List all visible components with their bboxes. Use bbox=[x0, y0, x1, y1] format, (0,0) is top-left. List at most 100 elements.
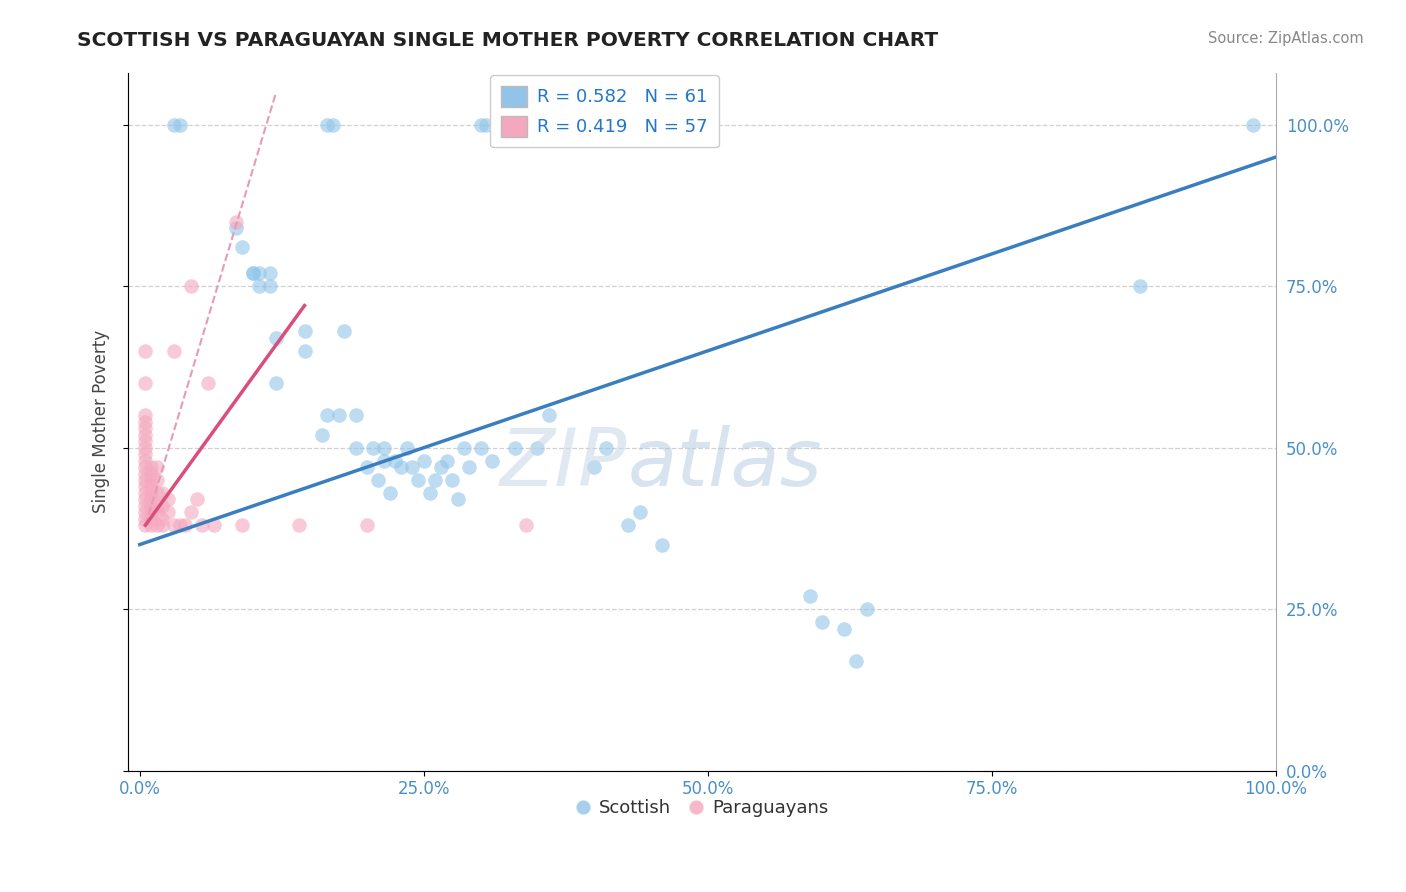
Point bbox=[157, 492, 180, 507]
Point bbox=[242, 266, 264, 280]
Point bbox=[174, 518, 197, 533]
Point bbox=[344, 441, 367, 455]
Point bbox=[139, 505, 162, 519]
Point bbox=[389, 460, 412, 475]
Point bbox=[139, 479, 162, 493]
Point bbox=[134, 518, 156, 533]
Point bbox=[157, 505, 180, 519]
Point bbox=[146, 486, 169, 500]
Point bbox=[259, 266, 281, 280]
Point bbox=[294, 325, 316, 339]
Point bbox=[799, 589, 821, 603]
Y-axis label: Single Mother Poverty: Single Mother Poverty bbox=[93, 330, 110, 514]
Point bbox=[180, 279, 202, 293]
Point bbox=[134, 421, 156, 435]
Point bbox=[294, 343, 316, 358]
Point bbox=[186, 492, 208, 507]
Point bbox=[163, 518, 186, 533]
Point bbox=[139, 486, 162, 500]
Point bbox=[134, 505, 156, 519]
Point bbox=[134, 467, 156, 481]
Point bbox=[247, 266, 270, 280]
Point bbox=[378, 486, 401, 500]
Point bbox=[152, 512, 174, 526]
Point bbox=[163, 118, 186, 132]
Point bbox=[475, 118, 498, 132]
Point bbox=[134, 512, 156, 526]
Point bbox=[139, 512, 162, 526]
Point bbox=[418, 486, 440, 500]
Point bbox=[425, 473, 447, 487]
Point bbox=[231, 518, 253, 533]
Point bbox=[242, 266, 264, 280]
Point bbox=[134, 441, 156, 455]
Point bbox=[361, 441, 384, 455]
Point bbox=[373, 453, 395, 467]
Point bbox=[288, 518, 311, 533]
Point bbox=[146, 473, 169, 487]
Point bbox=[583, 460, 606, 475]
Point bbox=[264, 331, 287, 345]
Point bbox=[344, 409, 367, 423]
Point bbox=[169, 518, 191, 533]
Point bbox=[373, 441, 395, 455]
Point bbox=[197, 376, 219, 390]
Point bbox=[316, 409, 339, 423]
Point bbox=[322, 118, 344, 132]
Point bbox=[436, 453, 458, 467]
Point bbox=[139, 518, 162, 533]
Point bbox=[447, 492, 470, 507]
Point bbox=[134, 460, 156, 475]
Point bbox=[134, 499, 156, 513]
Point bbox=[384, 453, 406, 467]
Point bbox=[134, 479, 156, 493]
Point bbox=[1241, 118, 1264, 132]
Point bbox=[264, 376, 287, 390]
Point bbox=[651, 538, 673, 552]
Point bbox=[231, 240, 253, 254]
Point bbox=[458, 460, 481, 475]
Point bbox=[515, 518, 537, 533]
Point bbox=[441, 473, 464, 487]
Point bbox=[146, 518, 169, 533]
Point bbox=[152, 518, 174, 533]
Point bbox=[134, 376, 156, 390]
Text: ZIP: ZIP bbox=[501, 425, 627, 503]
Point bbox=[628, 505, 651, 519]
Point bbox=[259, 279, 281, 293]
Point bbox=[430, 460, 453, 475]
Point bbox=[146, 460, 169, 475]
Point bbox=[526, 441, 548, 455]
Point bbox=[328, 409, 350, 423]
Point bbox=[225, 214, 247, 228]
Point bbox=[481, 453, 503, 467]
Point bbox=[163, 343, 186, 358]
Point bbox=[152, 486, 174, 500]
Point bbox=[225, 221, 247, 235]
Point bbox=[832, 622, 855, 636]
Point bbox=[152, 499, 174, 513]
Point bbox=[503, 441, 526, 455]
Point bbox=[134, 447, 156, 461]
Point bbox=[134, 427, 156, 442]
Point bbox=[470, 441, 492, 455]
Point bbox=[139, 467, 162, 481]
Point bbox=[1129, 279, 1152, 293]
Point bbox=[202, 518, 225, 533]
Point bbox=[139, 492, 162, 507]
Point bbox=[401, 460, 423, 475]
Point bbox=[139, 473, 162, 487]
Point bbox=[169, 118, 191, 132]
Point bbox=[146, 505, 169, 519]
Point bbox=[316, 118, 339, 132]
Point bbox=[311, 427, 333, 442]
Point bbox=[395, 441, 418, 455]
Point bbox=[333, 325, 356, 339]
Point bbox=[134, 473, 156, 487]
Point bbox=[134, 492, 156, 507]
Point bbox=[595, 441, 617, 455]
Point bbox=[134, 409, 156, 423]
Point bbox=[134, 415, 156, 429]
Point bbox=[191, 518, 214, 533]
Point bbox=[367, 473, 389, 487]
